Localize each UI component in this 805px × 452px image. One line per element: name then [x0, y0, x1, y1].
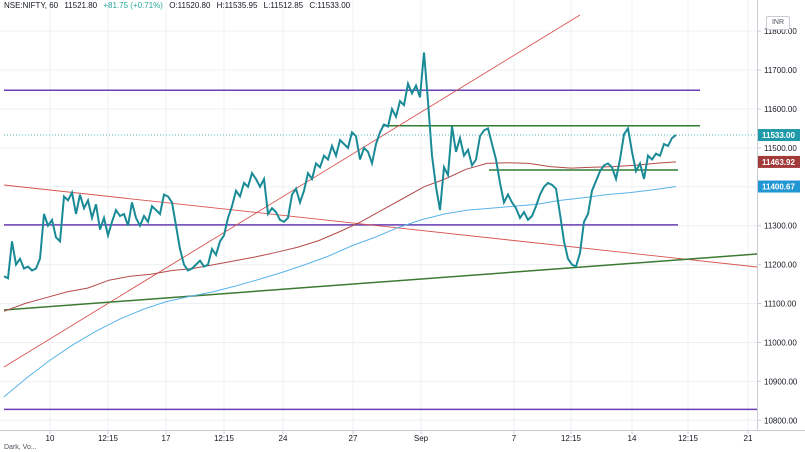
- trend-line-green-support[interactable]: [3, 253, 757, 311]
- low-value: L:11512.85: [263, 1, 304, 10]
- time-axis[interactable]: 10 12:15 17 12:15 24 27 Sep 7 12:15 14 12:15 21: [46, 430, 753, 443]
- price-line[interactable]: [3, 52, 677, 280]
- currency-badge[interactable]: INR: [766, 16, 790, 30]
- trend-line-red-descending[interactable]: [3, 184, 757, 268]
- price-tag-ema-fast: [758, 155, 800, 168]
- time-tick-label: 12:15: [98, 434, 119, 443]
- symbol-header[interactable]: NSE:NIFTY, 60 11521.80 +81.75 (+0.71%) O…: [4, 0, 354, 12]
- time-tick-label: 24: [279, 434, 288, 443]
- open-value: O:11520.80: [169, 1, 211, 10]
- time-tick-label: 14: [628, 434, 637, 443]
- time-tick-label: 7: [512, 434, 517, 443]
- ema-slow-line[interactable]: [3, 186, 677, 398]
- price-tag-last: [758, 129, 800, 142]
- price-tick-label: 11300.00: [764, 222, 797, 231]
- price-tick-label: 11500.00: [764, 144, 797, 153]
- horizontal-levels[interactable]: [4, 89, 757, 411]
- last-value: 11521.80: [64, 1, 98, 10]
- close-value: C:11533.00: [309, 1, 351, 10]
- price-axis[interactable]: 10800.00 10900.00 11000.00 11100.00 11200.00…: [757, 27, 798, 425]
- ema-fast-line[interactable]: [3, 161, 677, 312]
- price-tick-label: 11000.00: [764, 338, 797, 347]
- time-tick-label: 12:15: [678, 434, 699, 443]
- volume-legend[interactable]: Dark, Vo...: [4, 444, 37, 451]
- price-tag-label: 11463.92: [762, 158, 795, 167]
- time-tick-label: 27: [349, 434, 358, 443]
- grid: [0, 0, 757, 430]
- price-tag-ema-slow: [758, 180, 800, 193]
- price-tag-label: 11533.00: [762, 131, 795, 140]
- trend-line-red-ascending[interactable]: [3, 14, 581, 368]
- price-tick-label: 11600.00: [764, 105, 797, 114]
- time-tick-label: 12:15: [214, 434, 235, 443]
- time-tick-label: 10: [46, 434, 55, 443]
- high-value: H:11535.95: [216, 1, 258, 10]
- price-tags: 11533.00 11463.92 11400.67: [758, 129, 800, 193]
- time-tick-label: 21: [744, 434, 753, 443]
- price-tick-label: 11200.00: [764, 261, 797, 270]
- price-tick-label: 11800.00: [764, 27, 797, 36]
- time-tick-label: 17: [162, 434, 171, 443]
- symbol-label[interactable]: NSE:NIFTY, 60: [4, 1, 59, 10]
- time-tick-label: 12:15: [561, 434, 582, 443]
- change-value: +81.75 (+0.71%): [103, 1, 163, 10]
- price-tag-label: 11400.67: [762, 183, 795, 192]
- price-tick-label: 11100.00: [764, 300, 797, 309]
- price-tick-label: 10900.00: [764, 377, 798, 386]
- time-tick-label: Sep: [414, 434, 429, 443]
- price-tick-label: 11700.00: [764, 66, 797, 75]
- plot-area[interactable]: [3, 14, 757, 411]
- price-tick-label: 10800.00: [764, 416, 798, 425]
